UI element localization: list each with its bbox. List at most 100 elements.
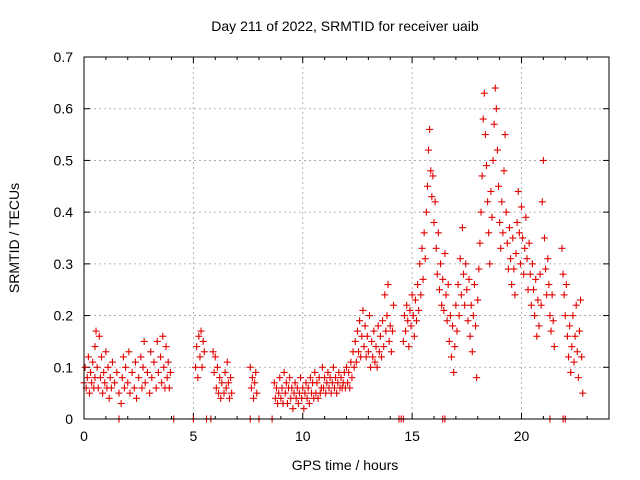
data-point xyxy=(427,167,435,175)
data-point xyxy=(314,394,322,402)
data-point xyxy=(200,348,208,356)
data-point xyxy=(449,322,457,330)
data-point xyxy=(428,193,436,201)
data-point xyxy=(378,353,385,361)
data-point xyxy=(409,312,417,320)
y-tick-label: 0.2 xyxy=(54,308,74,324)
data-point xyxy=(434,229,442,237)
data-point xyxy=(344,379,352,387)
data-point xyxy=(410,332,418,340)
data-point xyxy=(379,317,387,325)
data-point xyxy=(402,327,410,335)
data-point xyxy=(537,301,545,309)
data-point xyxy=(252,368,260,376)
data-point xyxy=(282,379,290,387)
data-point xyxy=(440,306,448,314)
data-point xyxy=(92,327,100,335)
data-point xyxy=(346,384,354,392)
data-point xyxy=(84,353,92,361)
data-point xyxy=(250,394,258,402)
data-point xyxy=(375,348,383,356)
data-point xyxy=(514,187,522,195)
data-point xyxy=(138,384,146,392)
data-point xyxy=(228,389,236,397)
data-point xyxy=(446,312,454,320)
data-point xyxy=(224,379,232,387)
data-point xyxy=(137,353,145,361)
data-point xyxy=(509,234,517,242)
data-point xyxy=(429,172,437,180)
data-point xyxy=(361,322,369,330)
data-point xyxy=(85,389,93,397)
data-point xyxy=(140,337,148,345)
data-point xyxy=(217,394,225,402)
data-point xyxy=(445,337,453,345)
data-point xyxy=(302,379,310,387)
data-point xyxy=(399,337,407,345)
data-point xyxy=(275,389,283,397)
data-point xyxy=(133,394,140,402)
data-point xyxy=(502,208,510,216)
data-point xyxy=(192,363,200,371)
data-point xyxy=(162,343,170,351)
data-point xyxy=(443,317,451,325)
data-point xyxy=(372,343,380,351)
data-point xyxy=(487,187,495,195)
data-point xyxy=(380,343,388,351)
data-point xyxy=(476,239,484,247)
data-point xyxy=(304,384,312,392)
data-point xyxy=(343,363,350,371)
data-point xyxy=(276,374,284,382)
data-point xyxy=(303,394,311,402)
data-point xyxy=(225,394,233,402)
data-point xyxy=(117,399,125,407)
data-point xyxy=(461,301,469,309)
data-point xyxy=(106,374,114,382)
data-point xyxy=(411,296,419,304)
data-point xyxy=(130,384,138,392)
data-point xyxy=(542,265,550,273)
data-point xyxy=(500,167,508,175)
data-point xyxy=(120,384,128,392)
data-point xyxy=(83,374,91,382)
data-point xyxy=(143,368,151,376)
data-point xyxy=(451,343,459,351)
data-point xyxy=(373,363,381,371)
data-point xyxy=(195,332,203,340)
data-point xyxy=(300,405,308,413)
data-point xyxy=(539,156,547,164)
data-point xyxy=(496,218,504,226)
data-point xyxy=(246,363,254,371)
data-point xyxy=(157,353,165,361)
data-point xyxy=(390,301,398,309)
data-point xyxy=(466,332,474,340)
axis-ticks: 0 5 10 15 20 0 0.1 0.2 0.3 0.4 0.5 0.6 0.7 xyxy=(54,49,609,444)
data-point xyxy=(387,348,395,356)
data-point xyxy=(384,281,392,289)
data-point xyxy=(278,384,286,392)
data-point xyxy=(297,374,305,382)
data-point xyxy=(455,312,463,320)
data-point xyxy=(368,337,376,345)
data-point xyxy=(571,332,579,340)
data-point xyxy=(546,312,554,320)
data-point xyxy=(480,89,488,97)
data-point xyxy=(352,358,360,366)
data-point xyxy=(159,332,167,340)
data-point xyxy=(248,374,256,382)
data-point xyxy=(158,379,166,387)
data-point xyxy=(367,363,375,371)
data-point xyxy=(505,224,513,232)
data-point xyxy=(381,291,389,299)
data-point xyxy=(119,353,127,361)
data-point xyxy=(362,353,370,361)
data-point xyxy=(141,379,149,387)
data-point xyxy=(438,301,446,309)
data-point xyxy=(360,343,368,351)
data-point xyxy=(220,389,228,397)
data-point xyxy=(492,105,500,113)
data-point xyxy=(353,327,361,335)
y-axis-label: SRMTID / TECUs xyxy=(6,183,22,293)
data-point xyxy=(277,394,285,402)
data-point xyxy=(569,312,577,320)
